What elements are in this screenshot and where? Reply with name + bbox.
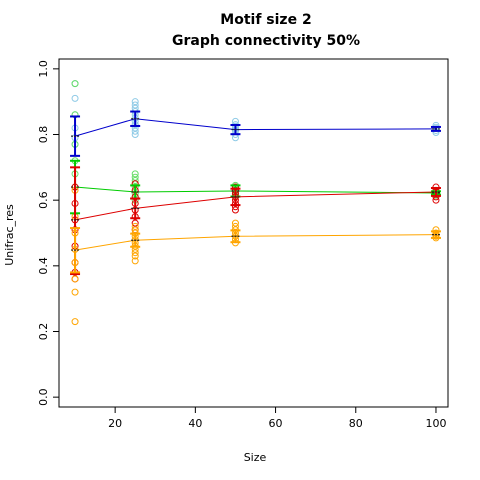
data-point [131,127,139,135]
y-axis-label: Unifrac_res [3,204,16,266]
data-point [131,222,139,230]
data-point [131,249,139,257]
chart-title: Motif size 2 [220,12,311,28]
data-point [131,257,139,265]
data-point [71,94,79,102]
y-tick-label: 0.6 [37,191,50,209]
x-tick-label: 80 [349,417,363,430]
y-tick-label: 0.8 [37,126,50,144]
data-point [71,288,79,296]
x-tick-label: 40 [188,417,202,430]
series-mean-line [75,186,436,194]
x-tick-label: 20 [108,417,122,430]
data-point [432,196,440,204]
series-mean-line [74,118,436,137]
data-point [131,252,139,260]
data-point [71,275,79,283]
plot-marks [70,80,441,326]
data-point [131,131,139,139]
data-point [131,219,139,227]
data-point [71,318,79,326]
y-tick-label: 0.2 [37,323,50,341]
data-point [131,170,139,178]
chart-subtitle: Graph connectivity 50% [172,33,360,49]
data-point [231,206,239,214]
x-axis-label: Size [244,451,267,464]
data-point [231,219,239,227]
y-tick-label: 1.0 [37,60,50,78]
y-tick-label: 0.4 [37,257,50,275]
axes: 20 40 60 80 100 0.0 0.2 0.4 0.6 0.8 1.0 [37,60,446,430]
data-point [71,80,79,88]
data-point [131,173,139,181]
data-point [131,101,139,109]
x-tick-label: 60 [269,417,283,430]
x-tick-label: 100 [425,417,446,430]
data-point [131,176,139,184]
y-tick-label: 0.0 [37,388,50,406]
series-mean-line [74,234,436,251]
plot-frame [58,58,449,408]
data-point [131,98,139,106]
series-mean-line [74,191,436,221]
